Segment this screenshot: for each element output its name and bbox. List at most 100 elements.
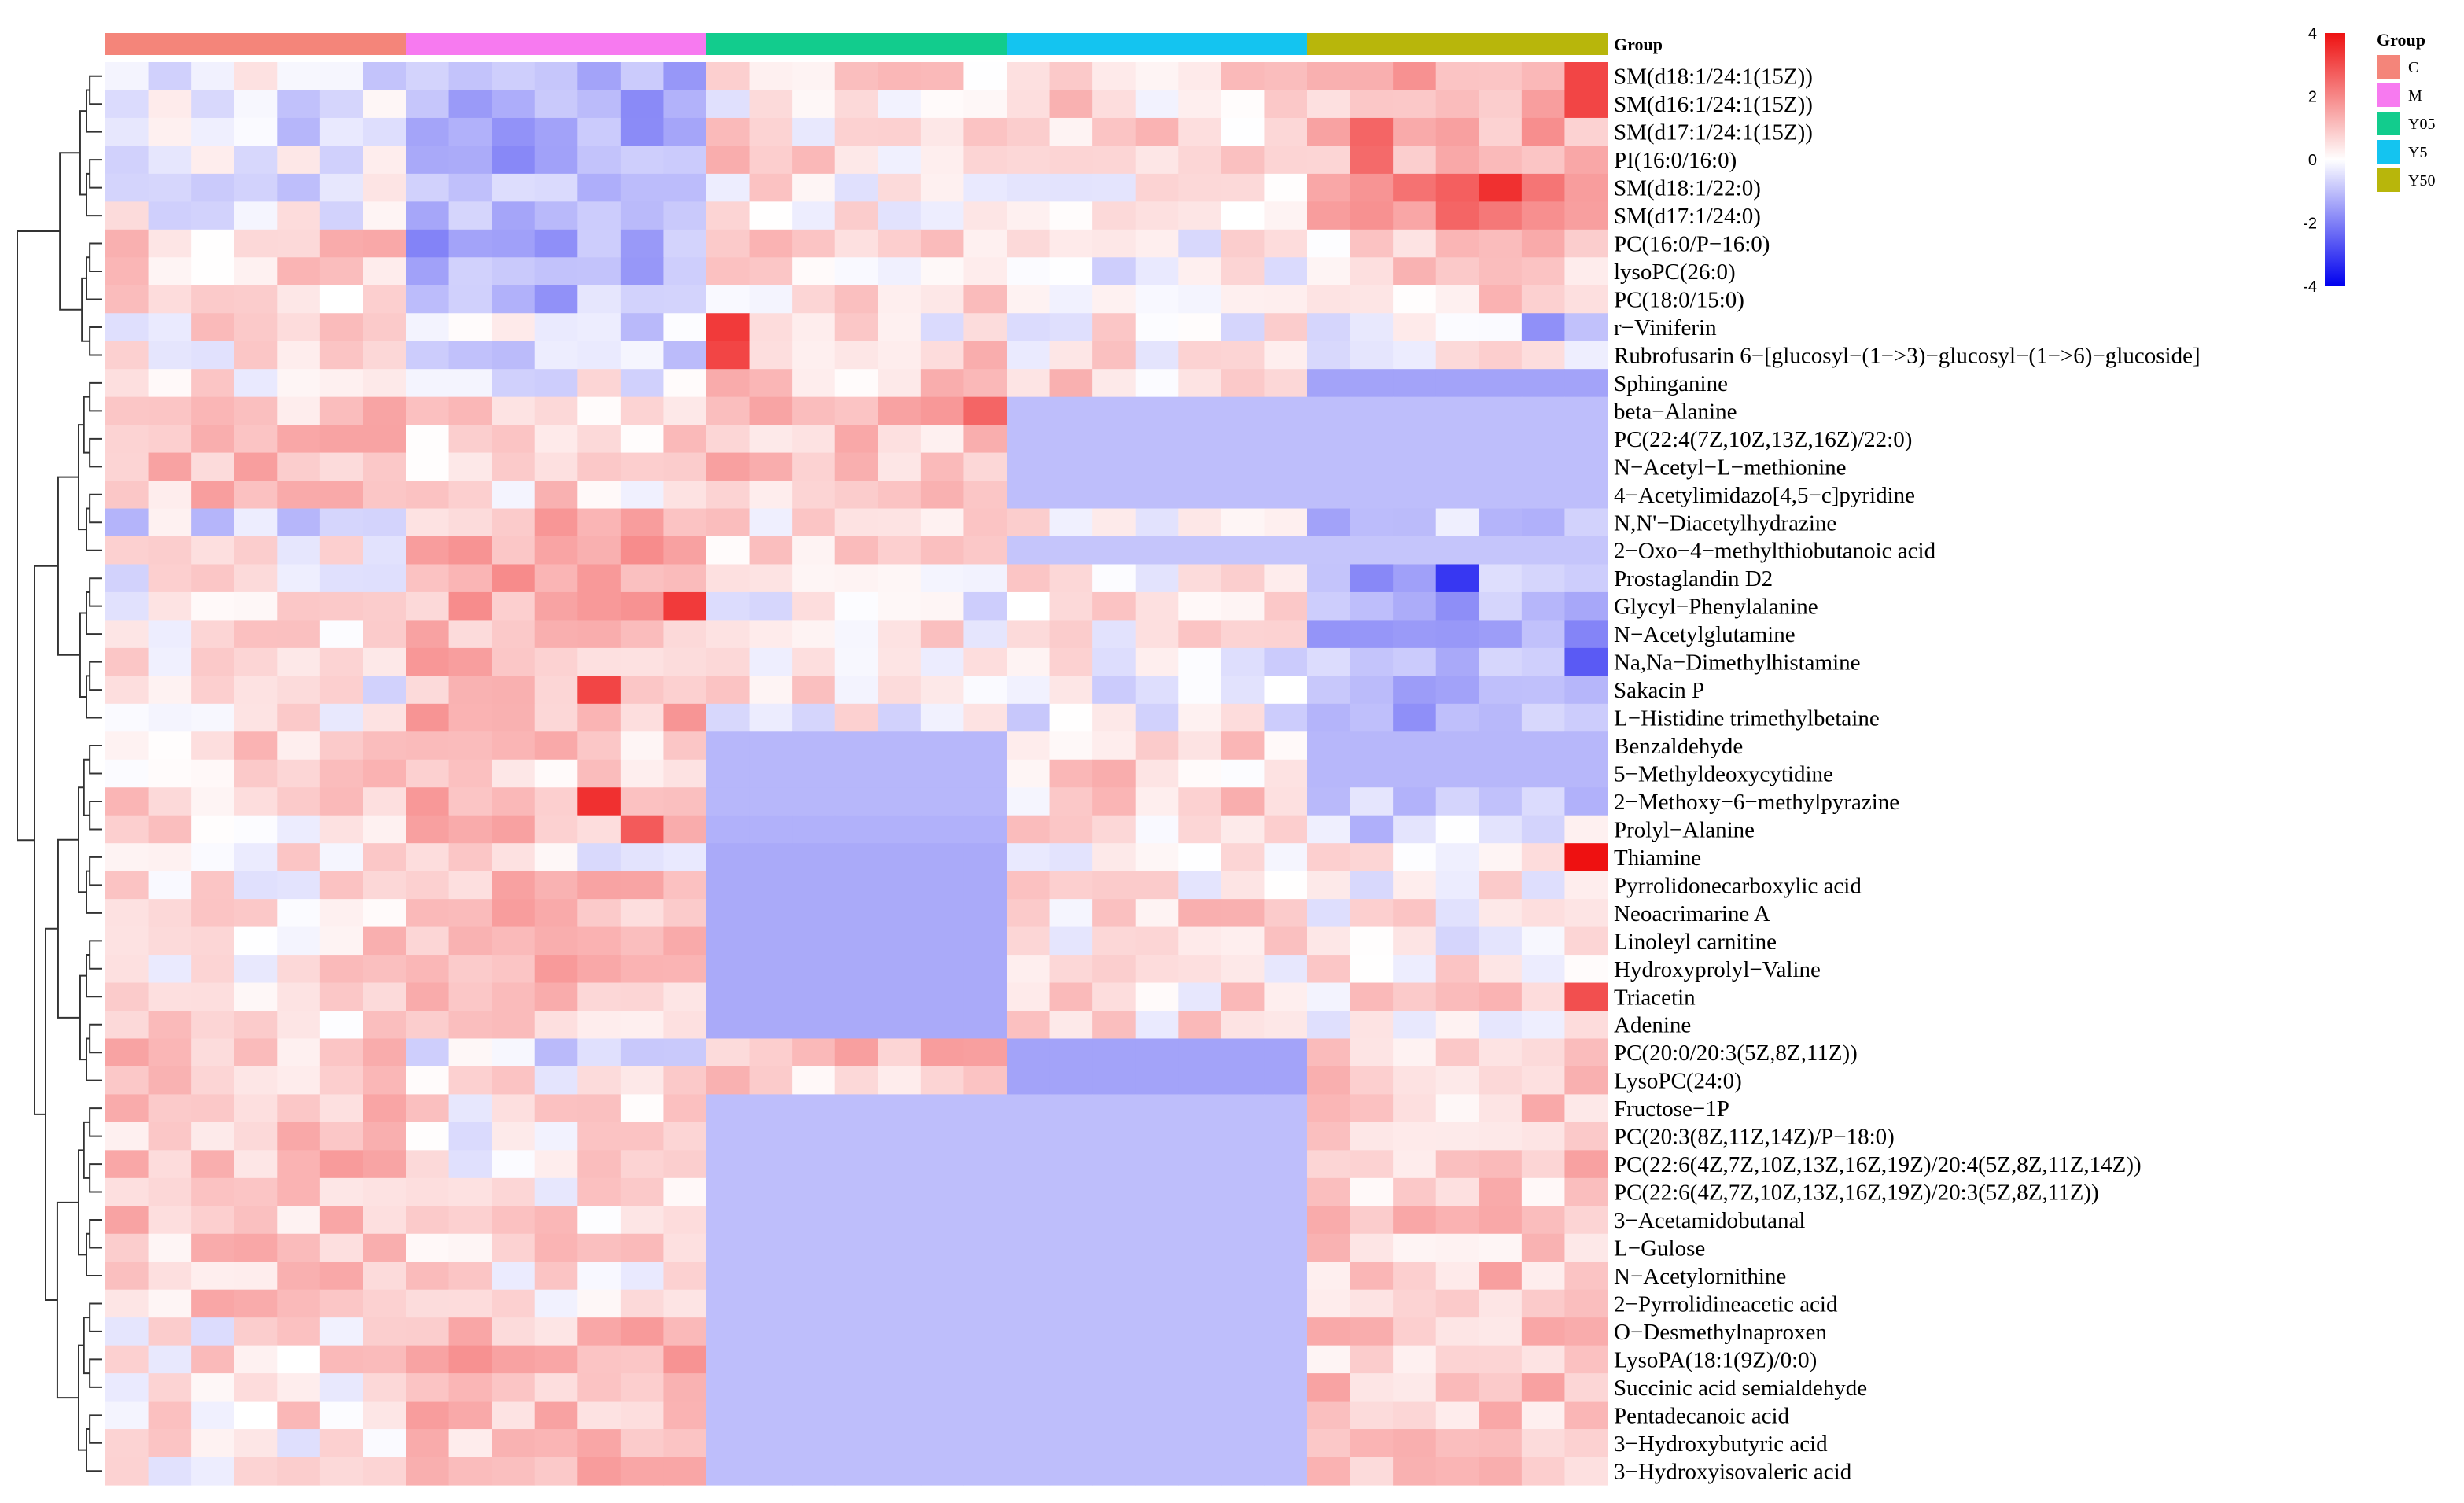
heatmap-cell (319, 62, 364, 91)
heatmap-cell (663, 871, 707, 900)
heatmap-cell (1178, 676, 1222, 705)
heatmap-cell (1307, 452, 1351, 481)
heatmap-cell (406, 1150, 450, 1179)
heatmap-cell (363, 1429, 407, 1458)
heatmap-cell (1049, 90, 1093, 119)
heatmap-cell (406, 1206, 450, 1235)
heatmap-cell (492, 676, 536, 705)
heatmap-cell (620, 341, 665, 370)
heatmap-cell (1264, 703, 1308, 732)
heatmap-cell (1221, 536, 1265, 565)
heatmap-cell (1564, 871, 1608, 900)
heatmap-cell (1521, 1317, 1566, 1346)
heatmap-cell (148, 1233, 192, 1262)
heatmap-cell (963, 1457, 1007, 1486)
heatmap-cell (1393, 1233, 1437, 1262)
heatmap-cell (191, 1122, 235, 1151)
heatmap-cell (749, 173, 793, 202)
heatmap-cell (834, 1122, 878, 1151)
heatmap-cell (920, 620, 965, 649)
heatmap-cell (1092, 1206, 1136, 1235)
heatmap-cell (1221, 369, 1265, 398)
heatmap-cell (1350, 564, 1394, 593)
heatmap-cell (406, 201, 450, 230)
heatmap-cell (1049, 1122, 1093, 1151)
color-scale-bar (2325, 33, 2345, 286)
heatmap-cell (706, 1094, 750, 1123)
legend-group-title: Group (2377, 30, 2425, 50)
heatmap-cell (706, 117, 750, 147)
heatmap-cell (706, 146, 750, 175)
heatmap-cell (834, 508, 878, 537)
heatmap-cell (492, 982, 536, 1011)
heatmap-cell (1092, 481, 1136, 510)
row-label: PC(20:0/20:3(5Z,8Z,11Z)) (1614, 1041, 1858, 1066)
heatmap-cell (1393, 871, 1437, 900)
heatmap-cell (706, 759, 750, 788)
heatmap-cell (448, 452, 492, 481)
heatmap-cell (105, 982, 149, 1011)
group-bar-segment-C (105, 33, 407, 55)
heatmap-cell (834, 536, 878, 565)
heatmap-cell (1135, 1317, 1179, 1346)
heatmap-cell (1521, 843, 1566, 872)
heatmap-cell (492, 759, 536, 788)
heatmap-cell (1564, 285, 1608, 314)
heatmap-cell (792, 787, 836, 816)
heatmap-cell (706, 815, 750, 844)
heatmap-cell (1479, 787, 1523, 816)
heatmap-cell (1393, 257, 1437, 286)
row-label: Prolyl−Alanine (1614, 817, 1755, 842)
heatmap-cell (448, 1262, 492, 1291)
heatmap-cell (663, 1262, 707, 1291)
heatmap-cell (105, 1206, 149, 1235)
heatmap-cell (1264, 1038, 1308, 1067)
heatmap-cell (448, 759, 492, 788)
heatmap-cell (1307, 1122, 1351, 1151)
heatmap-cell (920, 1289, 965, 1318)
heatmap-cell (234, 201, 278, 230)
heatmap-cell (878, 285, 922, 314)
heatmap-cell (534, 1457, 578, 1486)
heatmap-cell (406, 620, 450, 649)
heatmap-cell (1135, 90, 1179, 119)
heatmap-cell (963, 815, 1007, 844)
heatmap-cell (792, 843, 836, 872)
heatmap-cell (878, 173, 922, 202)
heatmap-cell (1350, 257, 1394, 286)
heatmap-cell (191, 647, 235, 676)
heatmap-cell (105, 1289, 149, 1318)
heatmap-cell (920, 1429, 965, 1458)
heatmap-cell (1307, 703, 1351, 732)
heatmap-cell (1264, 1345, 1308, 1374)
heatmap-cell (749, 759, 793, 788)
heatmap-cell (1521, 313, 1566, 342)
heatmap-cell (492, 1011, 536, 1040)
heatmap-cell (406, 1289, 450, 1318)
heatmap-cell (105, 647, 149, 676)
row-label: 3−Hydroxybutyric acid (1614, 1431, 1828, 1457)
heatmap-cell (234, 117, 278, 147)
heatmap-cell (878, 1150, 922, 1179)
heatmap-cell (834, 62, 878, 91)
heatmap-cell (1007, 676, 1051, 705)
heatmap-cell (706, 871, 750, 900)
heatmap-cell (319, 536, 364, 565)
heatmap-cell (1007, 955, 1051, 984)
heatmap-cell (1135, 620, 1179, 649)
heatmap-cell (1307, 1401, 1351, 1430)
heatmap-cell (1049, 1373, 1093, 1402)
heatmap-cell (1178, 90, 1222, 119)
heatmap-cell (749, 703, 793, 732)
heatmap-cell (148, 117, 192, 147)
heatmap-cell (277, 1233, 321, 1262)
heatmap-cell (1435, 1150, 1479, 1179)
heatmap-cell (1435, 257, 1479, 286)
heatmap-cell (534, 1066, 578, 1096)
heatmap-cell (1264, 173, 1308, 202)
heatmap-cell (620, 676, 665, 705)
row-label: beta−Alanine (1614, 399, 1737, 424)
heatmap-cell (148, 591, 192, 621)
heatmap-cell (1521, 369, 1566, 398)
